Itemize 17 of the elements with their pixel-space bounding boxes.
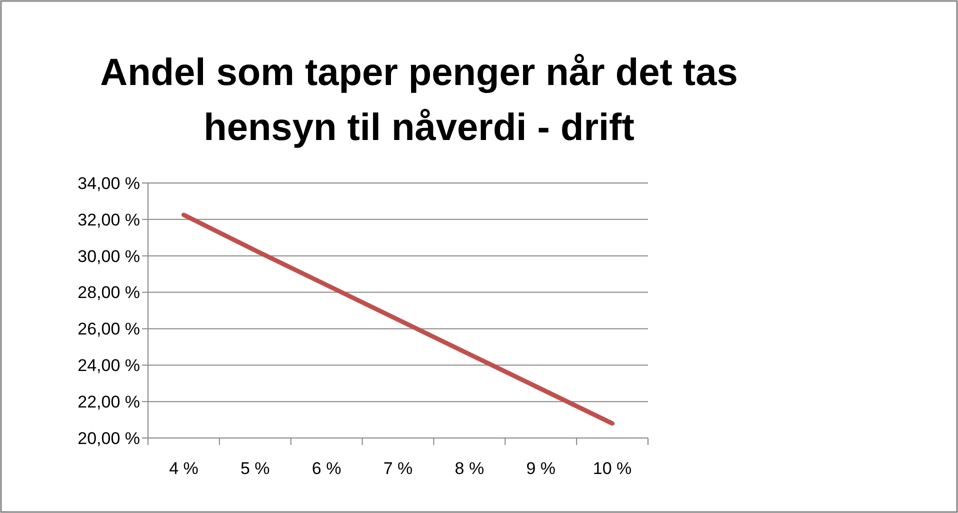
y-tick-label: 20,00 %: [78, 428, 140, 448]
x-tick-label: 8 %: [454, 459, 484, 478]
y-tick-label: 24,00 %: [78, 356, 140, 376]
y-tick-label: 30,00 %: [78, 246, 140, 266]
x-tick-label: 9 %: [526, 459, 556, 478]
x-tick-label: 5 %: [240, 459, 270, 478]
x-tick-label: 10 %: [592, 459, 632, 478]
y-tick-label: 22,00 %: [78, 392, 140, 412]
chart-title: Andel som taper penger når det tas hensyn til nåverdi - drift: [100, 52, 738, 149]
y-tick-label: 34,00 %: [78, 174, 140, 193]
line-series: [181, 212, 615, 426]
y-tick-label: 26,00 %: [78, 320, 140, 339]
y-tick-label: 32,00 %: [78, 210, 140, 230]
y-tick-label: 28,00 %: [78, 283, 140, 302]
x-tick-label: 4 %: [169, 459, 198, 478]
x-tick-label: 7 %: [383, 459, 413, 478]
x-tick-label: 6 %: [312, 459, 342, 478]
